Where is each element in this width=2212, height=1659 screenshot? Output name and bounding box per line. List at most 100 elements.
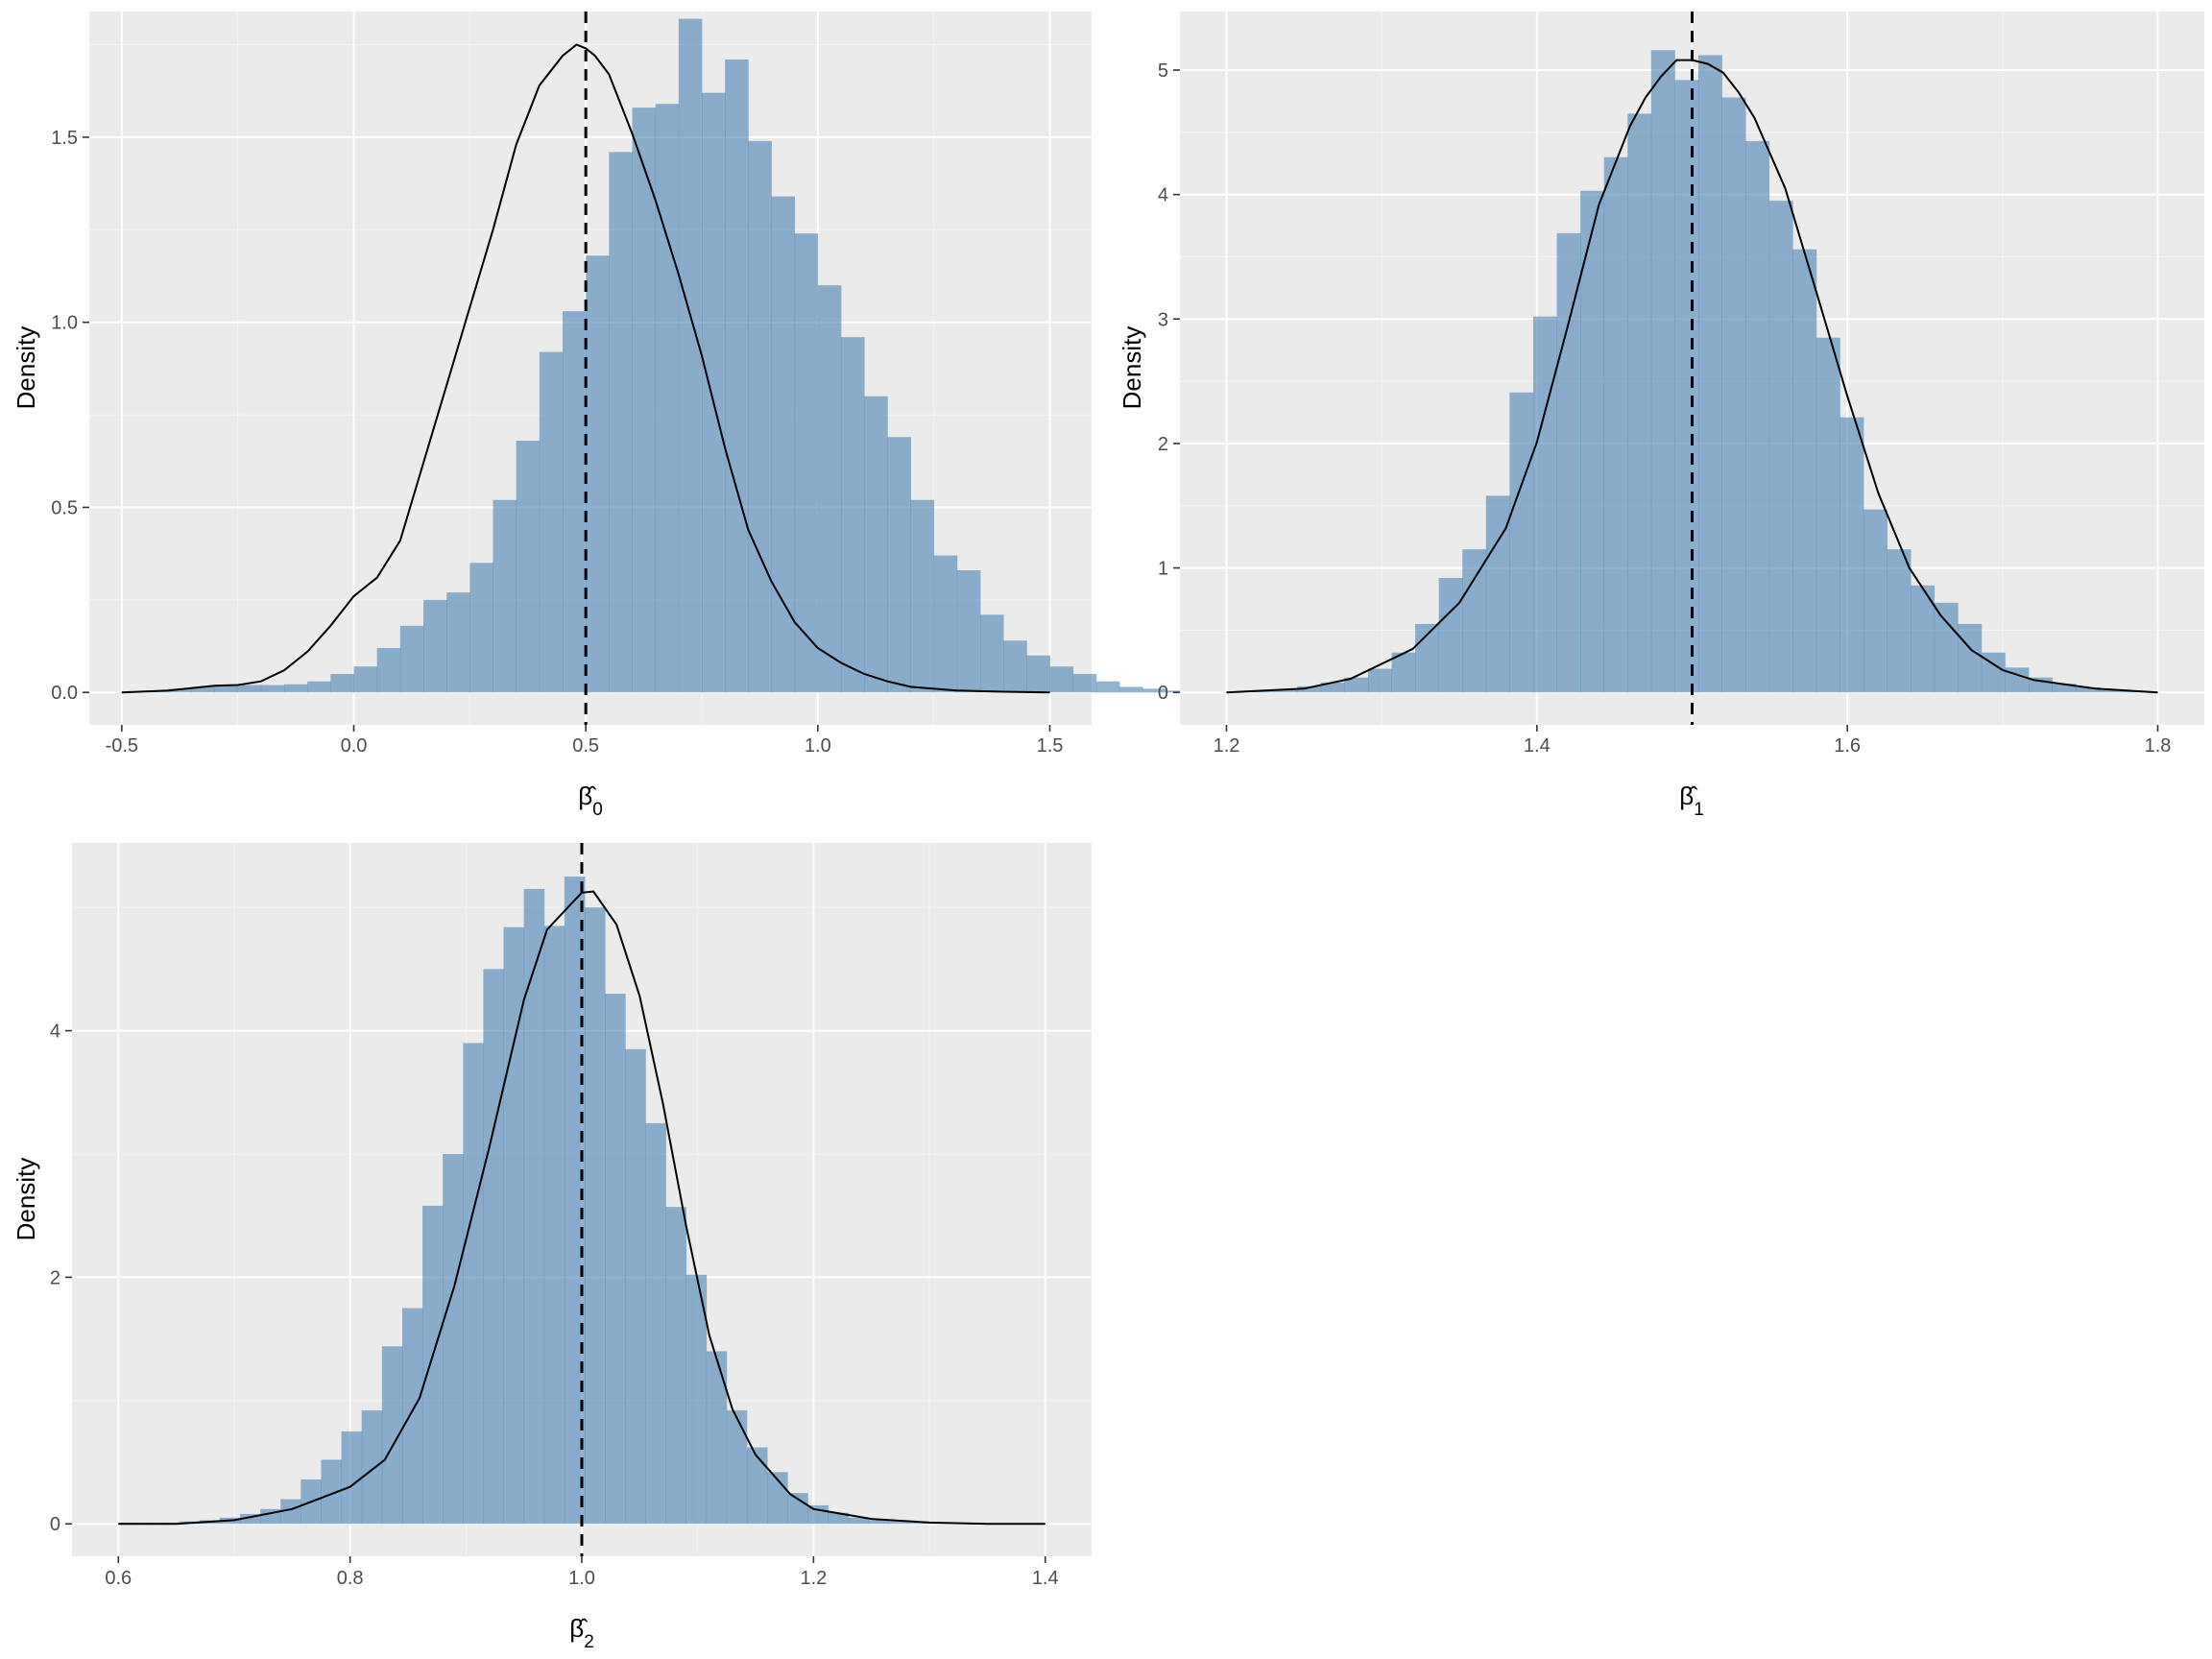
histogram-bar (1273, 689, 1298, 693)
histogram-bar (168, 688, 192, 693)
histogram-bar (1958, 623, 1983, 693)
histogram-bar (956, 570, 981, 693)
histogram-bar (1119, 686, 1143, 693)
histogram-bar (980, 614, 1004, 693)
plot-layer: 0.6 0.8 1.0 1.2 1.4 0 2 4 (50, 843, 1092, 1589)
histogram-bar (1556, 232, 1581, 693)
x-axis-title: β̂0 (578, 781, 603, 820)
x-tick-label: 1.8 (2145, 735, 2172, 757)
histogram-bar (632, 108, 657, 693)
histogram-bar (469, 563, 493, 693)
histogram-bar (1721, 97, 1746, 693)
histogram-bar (443, 1153, 464, 1525)
histogram-bar (828, 1512, 849, 1525)
histogram-bar (1250, 690, 1275, 693)
histogram-bar (1142, 688, 1166, 693)
x-tick-label: 0.0 (341, 735, 368, 757)
histogram-bar (1911, 585, 1936, 693)
histogram-bar (645, 1122, 666, 1525)
histogram-bar (463, 1043, 484, 1525)
x-tick-label: 1.6 (1834, 735, 1861, 757)
histogram-bar (361, 1410, 383, 1525)
histogram-bar (284, 684, 308, 693)
histogram-bar (665, 1207, 687, 1525)
histogram-bar (605, 994, 626, 1525)
y-tick-label: 4 (1158, 185, 1168, 206)
x-tick-label: 1.0 (805, 735, 831, 757)
histogram-bar (1603, 156, 1628, 693)
histogram-bar (933, 555, 958, 693)
histogram-bar (1697, 55, 1722, 693)
x-tick-label: -0.5 (106, 735, 138, 757)
histogram-bar (908, 1522, 930, 1525)
histogram-bar (794, 233, 819, 693)
histogram-bar (483, 969, 504, 1525)
histogram-bar (191, 686, 215, 693)
histogram-bar (868, 1520, 890, 1525)
histogram-bar (685, 1274, 708, 1525)
histogram-bar (1344, 677, 1369, 693)
histogram-bar (2052, 684, 2077, 693)
histogram-bar (237, 685, 262, 693)
histogram-bar (817, 285, 842, 693)
histogram-bar (748, 140, 772, 693)
histogram-bar (1509, 392, 1534, 693)
histogram-bar (848, 1517, 870, 1525)
histogram-bar (771, 196, 796, 693)
histogram-bar (1003, 640, 1027, 693)
histogram-bar (609, 152, 633, 693)
y-tick-label: 0 (1158, 683, 1168, 704)
histogram-bar (725, 59, 749, 693)
histogram-bar (864, 396, 888, 693)
panel-beta0: -0.5 0.0 0.5 1.0 1.5 0.0 0.5 1.0 1.5 Density β̂0 (12, 12, 1260, 820)
x-tick-label: 0.8 (337, 1568, 364, 1589)
y-tick-label: 2 (50, 1267, 60, 1288)
histogram-bar (2076, 687, 2101, 693)
histogram-bar (1026, 655, 1050, 693)
histogram-bar (1887, 549, 1911, 693)
histogram-bar (381, 1346, 403, 1525)
density-curve (121, 43, 1050, 694)
histogram-bar (2099, 689, 2124, 693)
histogram-bar (1792, 249, 1817, 693)
histogram-bar (726, 1410, 748, 1525)
histogram-bar (214, 685, 239, 693)
histogram-bar (678, 18, 703, 693)
x-tick-label: 1.2 (800, 1568, 827, 1589)
y-tick-label: 0 (50, 1514, 60, 1535)
x-tick-label: 0.6 (105, 1568, 132, 1589)
histogram-bar (1674, 80, 1699, 693)
histogram-bar (1745, 140, 1770, 693)
histogram-bar (586, 255, 610, 693)
histogram-bar (341, 1431, 363, 1525)
histogram-bar (353, 666, 378, 693)
histogram-bar (239, 1513, 261, 1525)
x-axis-title: β̂2 (569, 1614, 594, 1652)
histogram-bar (564, 877, 586, 1525)
histogram-bar (1367, 668, 1392, 693)
histogram-bar (1580, 190, 1605, 693)
histogram-bar (787, 1493, 808, 1525)
histogram-bar (423, 599, 447, 693)
histogram-bar (1863, 509, 1887, 693)
histogram-bar (523, 888, 545, 1525)
x-tick-label: 0.5 (572, 735, 599, 757)
histogram-bar (422, 1205, 444, 1525)
histogram-bar (1627, 113, 1652, 693)
histogram-bar (503, 926, 525, 1525)
histogram-bar (1391, 652, 1416, 693)
y-axis-title: Density (12, 1158, 40, 1241)
histogram-bar (280, 1499, 301, 1525)
histogram-bar (1934, 602, 1959, 693)
histogram-bar (1815, 337, 1840, 693)
histogram-bar (1166, 690, 1190, 693)
histogram-bar (330, 673, 354, 693)
histogram-bar (841, 337, 865, 693)
y-tick-label: 0.0 (51, 683, 78, 704)
histogram-bar (321, 1459, 342, 1525)
y-axis-title: Density (1118, 326, 1146, 410)
histogram-bar (1072, 673, 1097, 693)
x-tick-label: 1.5 (1037, 735, 1064, 757)
histogram-bar (1839, 417, 1864, 693)
